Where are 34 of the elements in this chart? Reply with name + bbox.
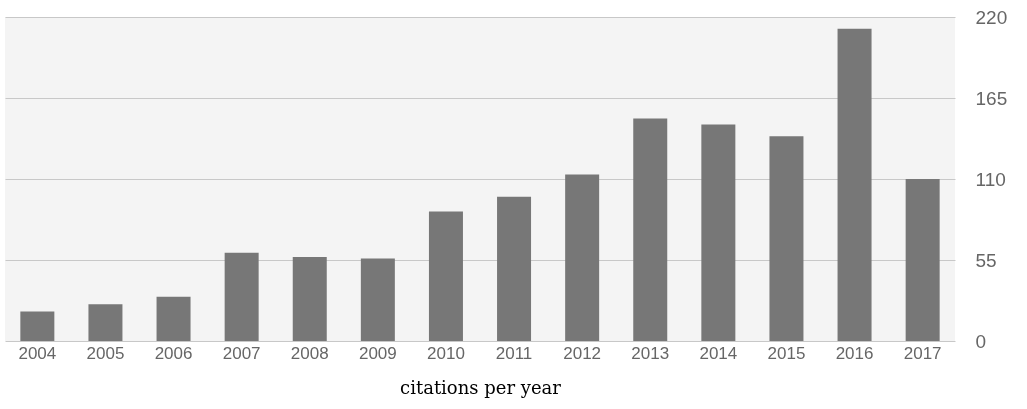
x-tick-label: 2004 (18, 343, 57, 363)
bar (769, 136, 804, 341)
x-tick-label: 2014 (699, 343, 738, 363)
bar (156, 296, 191, 341)
y-tick-label: 110 (975, 168, 1006, 190)
bar (633, 118, 668, 341)
y-tick-label: 220 (975, 6, 1008, 28)
x-tick-label: 2012 (563, 343, 602, 363)
bar (905, 179, 940, 341)
bar (497, 196, 532, 341)
bar (428, 211, 463, 341)
bar (565, 174, 600, 341)
x-tick-label: 2009 (358, 343, 397, 363)
bar (292, 257, 327, 341)
bar (360, 258, 395, 341)
x-tick-label: 2008 (290, 343, 329, 363)
x-tick-label: 2005 (86, 343, 125, 363)
x-tick-label: 2006 (154, 343, 193, 363)
y-tick-label: 165 (975, 87, 1008, 109)
x-tick-label: 2016 (835, 343, 874, 363)
x-tick-label: 2011 (495, 343, 533, 363)
x-tick-label: 2017 (903, 343, 942, 363)
bar (88, 304, 123, 341)
x-tick-label: 2013 (631, 343, 670, 363)
bar (224, 252, 259, 341)
y-tick-label: 55 (975, 249, 997, 271)
bar (20, 311, 55, 341)
y-tick-label: 0 (975, 330, 987, 352)
x-tick-label: 2007 (222, 343, 261, 363)
x-tick-label: 2010 (427, 343, 465, 363)
bar (837, 28, 872, 341)
bar (701, 124, 736, 341)
x-axis-title: citations per year (400, 376, 562, 398)
x-tick-label: 2015 (767, 343, 806, 363)
